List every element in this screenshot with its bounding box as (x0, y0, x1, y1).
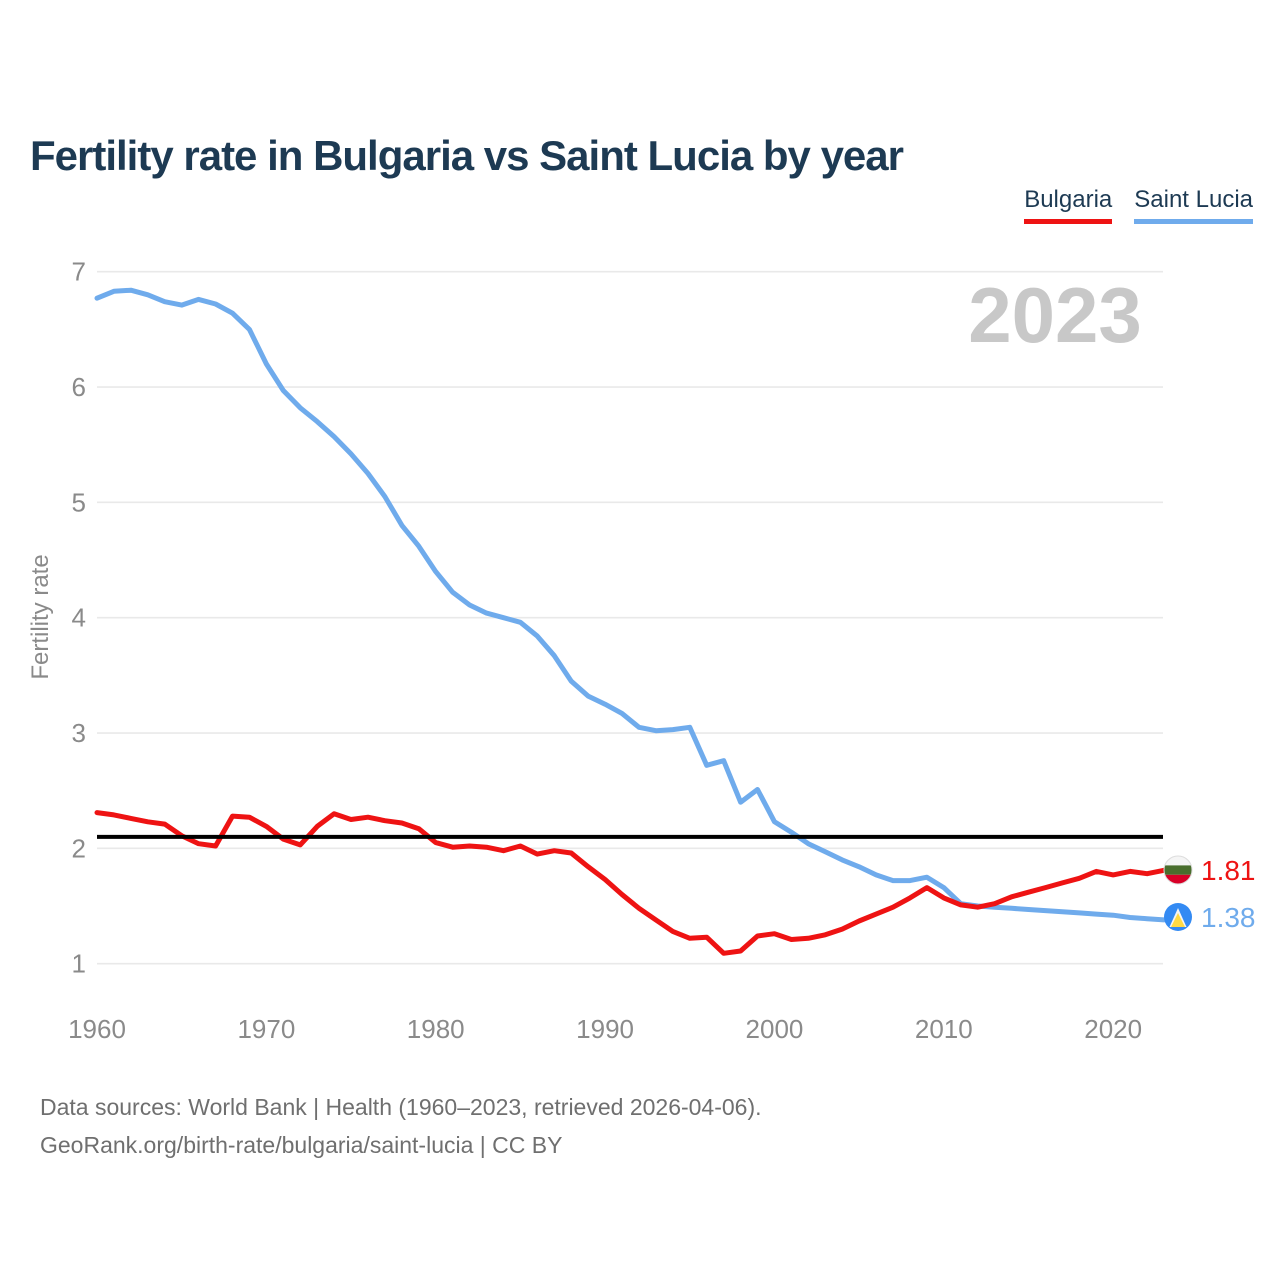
x-tick-label-2020: 2020 (1084, 1014, 1142, 1044)
bulgaria-flag (1163, 855, 1193, 885)
bulgaria-end-value: 1.81 (1201, 855, 1256, 886)
watermark-year: 2023 (968, 271, 1142, 359)
y-axis-title: Fertility rate (27, 554, 54, 679)
x-tick-label-2000: 2000 (746, 1014, 804, 1044)
x-tick-label-2010: 2010 (915, 1014, 973, 1044)
y-tick-label-3: 3 (72, 718, 86, 748)
data-sources-line2: GeoRank.org/birth-rate/bulgaria/saint-lu… (40, 1132, 563, 1158)
y-tick-label-2: 2 (72, 833, 86, 863)
x-tick-label-1970: 1970 (237, 1014, 295, 1044)
bulgaria-flag-white-stripe (1164, 856, 1192, 866)
saint-lucia-flag-gold-triangle (1171, 913, 1185, 927)
bulgaria-line (94, 810, 1167, 956)
x-tick-label-1960: 1960 (68, 1014, 126, 1044)
data-sources-note: Data sources: World Bank | Health (1960–… (40, 1088, 762, 1164)
saint-lucia-flag (1164, 903, 1192, 931)
y-tick-label-5: 5 (72, 487, 86, 517)
x-tick-label-1990: 1990 (576, 1014, 634, 1044)
bulgaria-flag-green-stripe (1164, 865, 1192, 875)
page-title: Fertility rate in Bulgaria vs Saint Luci… (30, 132, 904, 180)
legend-item-saint-lucia[interactable]: Saint Lucia (1134, 186, 1253, 224)
saint-lucia-line (94, 287, 1167, 923)
y-tick-label-1: 1 (72, 949, 86, 979)
x-tick-label-1980: 1980 (407, 1014, 465, 1044)
saint-lucia-end-value: 1.38 (1201, 902, 1256, 933)
bulgaria-flag-border (1163, 855, 1193, 885)
legend-item-bulgaria[interactable]: Bulgaria (1024, 186, 1113, 224)
chart-legend: Bulgaria Saint Lucia (1024, 186, 1253, 224)
data-sources-line1: Data sources: World Bank | Health (1960–… (40, 1094, 762, 1120)
y-tick-label-6: 6 (72, 372, 86, 402)
bulgaria-flag-red-stripe (1164, 874, 1192, 884)
y-tick-label-4: 4 (72, 603, 86, 633)
y-tick-label-7: 7 (72, 257, 86, 287)
